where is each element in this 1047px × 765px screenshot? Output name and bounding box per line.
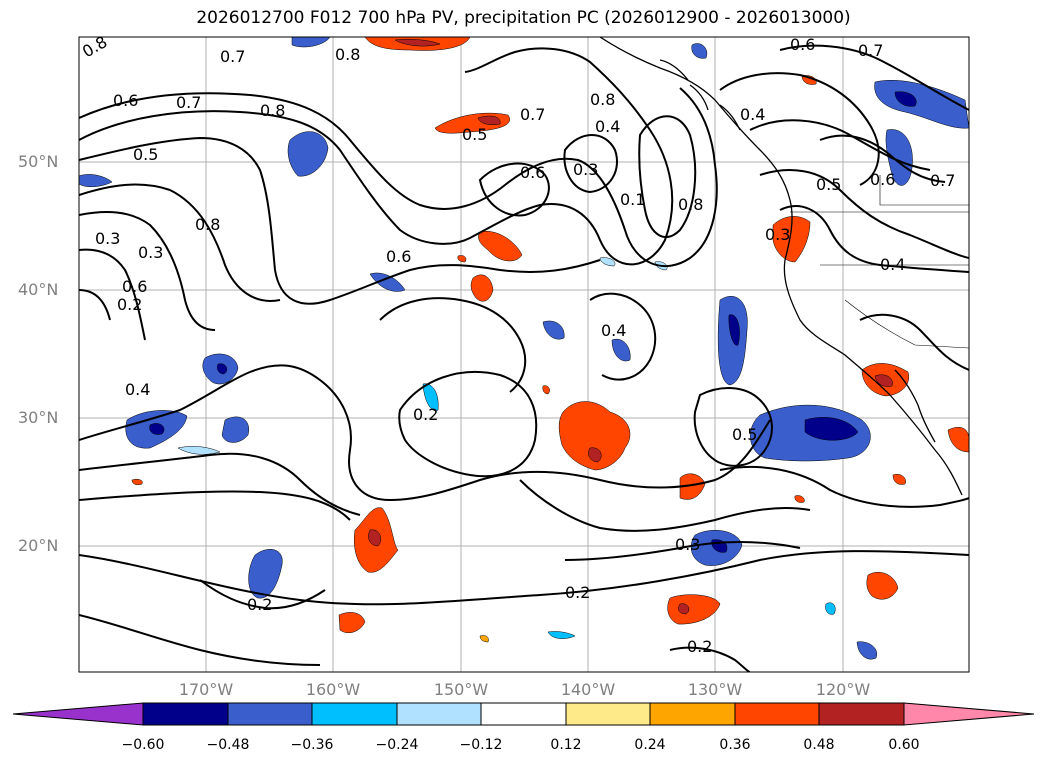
colorbar-tick: −0.60 [121, 737, 165, 753]
lon-label: 150°W [433, 680, 489, 699]
contour-label: 0.1 [620, 190, 645, 209]
lat-label: 50°N [18, 152, 59, 171]
colorbar-tick: −0.36 [290, 737, 334, 753]
contour-label: 0.2 [413, 405, 438, 424]
lon-label: 140°W [560, 680, 616, 699]
colorbar-bin [480, 702, 567, 726]
pv-contours [79, 44, 969, 672]
colorbar-bin [142, 702, 229, 726]
lat-label: 20°N [18, 536, 59, 555]
borders [790, 175, 969, 349]
contour-label: 0.3 [138, 243, 163, 262]
contour-label: 0.6 [790, 35, 815, 54]
colorbar-tick: −0.12 [459, 737, 503, 753]
contour-label: 0.4 [601, 321, 626, 340]
colorbar-tick: 0.36 [719, 737, 751, 753]
contour-label: 0.7 [520, 105, 545, 124]
contour-label: 0.8 [335, 45, 360, 64]
contour-label: 0.8 [590, 90, 615, 109]
colorbar [12, 702, 1035, 726]
gridlines [79, 37, 969, 672]
colorbar-bin [734, 702, 820, 726]
contour-label: 0.7 [176, 93, 201, 112]
contour-label: 0.8 [678, 195, 703, 214]
contour-label: 0.2 [565, 583, 590, 602]
contour-label: 0.6 [520, 163, 545, 182]
contour-label: 0.6 [870, 170, 895, 189]
contour-label: 0.3 [573, 160, 598, 179]
colorbar-bin [311, 702, 398, 726]
contour-label: 0.3 [675, 535, 700, 554]
colorbar-bin [227, 702, 313, 726]
lat-label: 40°N [18, 280, 59, 299]
colorbar-bin [396, 702, 482, 726]
colorbar-extend-high [903, 702, 1035, 726]
colorbar-tick: 0.12 [550, 737, 582, 753]
colorbar-tick: 0.48 [803, 737, 835, 753]
contour-label: 0.4 [125, 380, 150, 399]
contour-label: 0.7 [930, 171, 955, 190]
contour-label: 0.2 [117, 295, 142, 314]
contour-label: 0.8 [260, 101, 285, 120]
lon-label: 160°W [305, 680, 361, 699]
contour-label: 0.2 [247, 595, 272, 614]
coastlines [599, 37, 963, 496]
contour-label: 0.5 [732, 425, 757, 444]
colorbar-tick: −0.24 [375, 737, 419, 753]
precip-positive [131, 37, 969, 643]
colorbar-tick: 0.60 [888, 737, 920, 753]
contour-label: 0.2 [687, 637, 712, 656]
contour-label: 0.5 [462, 125, 487, 144]
contour-label: 0.5 [133, 145, 158, 164]
contour-label: 0.6 [122, 277, 147, 296]
colorbar-extend-low [12, 702, 144, 726]
lon-label: 170°W [178, 680, 234, 699]
contour-label: 0.4 [740, 105, 765, 124]
contour-label: 0.4 [595, 117, 620, 136]
colorbar-bin [565, 702, 651, 726]
contour-label: 0.8 [195, 215, 220, 234]
map-frame [78, 36, 970, 673]
colorbar-tick: −0.48 [206, 737, 250, 753]
contour-label: 0.5 [816, 175, 841, 194]
contour-label: 0.3 [95, 229, 120, 248]
colorbar-tick: 0.24 [634, 737, 666, 753]
lon-label: 120°W [815, 680, 871, 699]
contour-label: 0.6 [113, 91, 138, 110]
contour-label: 0.4 [880, 255, 905, 274]
contour-label: 0.6 [386, 247, 411, 266]
precip-negative [79, 37, 969, 660]
contour-label: 0.7 [220, 47, 245, 66]
lon-label: 130°W [687, 680, 743, 699]
map-title: 2026012700 F012 700 hPa PV, precipitatio… [196, 8, 851, 28]
lat-label: 30°N [18, 408, 59, 427]
colorbar-bin [818, 702, 905, 726]
colorbar-bin [649, 702, 736, 726]
contour-label: 0.7 [858, 41, 883, 60]
contour-label: 0.3 [765, 225, 790, 244]
